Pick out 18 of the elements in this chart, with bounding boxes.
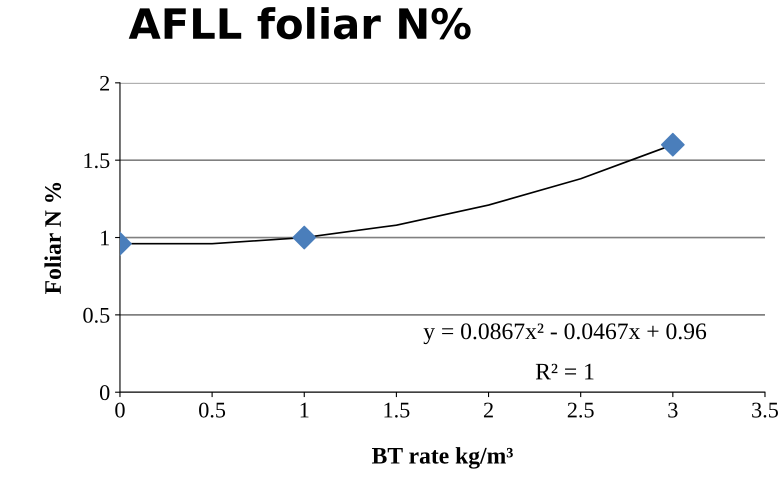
chart-title: AFLL foliar N%	[128, 7, 471, 40]
y-tick-label: 1.5	[84, 153, 110, 168]
x-tick-label: 2.5	[568, 402, 594, 418]
x-tick-label: 1.5	[384, 402, 410, 418]
y-tick-label: 0.5	[83, 308, 110, 323]
y-tick-label: 0	[100, 385, 110, 400]
x-tick-label: 0	[115, 402, 125, 418]
x-tick-label: 3.5	[752, 402, 778, 418]
x-tick-label: 3	[668, 402, 678, 418]
x-tick-label: 0.5	[199, 402, 226, 418]
y-tick-label: 1	[101, 230, 109, 246]
x-tick-label: 1	[300, 402, 308, 418]
annotation: R² = 1	[536, 364, 594, 380]
y-tick-label: 2	[100, 76, 110, 91]
x-tick-label: 2	[484, 402, 493, 418]
y-axis-title: Foliar N %	[44, 182, 62, 294]
x-axis-title: BT rate kg/m³	[372, 447, 513, 469]
annotation: y = 0.0867x² - 0.0467x + 0.96	[424, 323, 706, 344]
